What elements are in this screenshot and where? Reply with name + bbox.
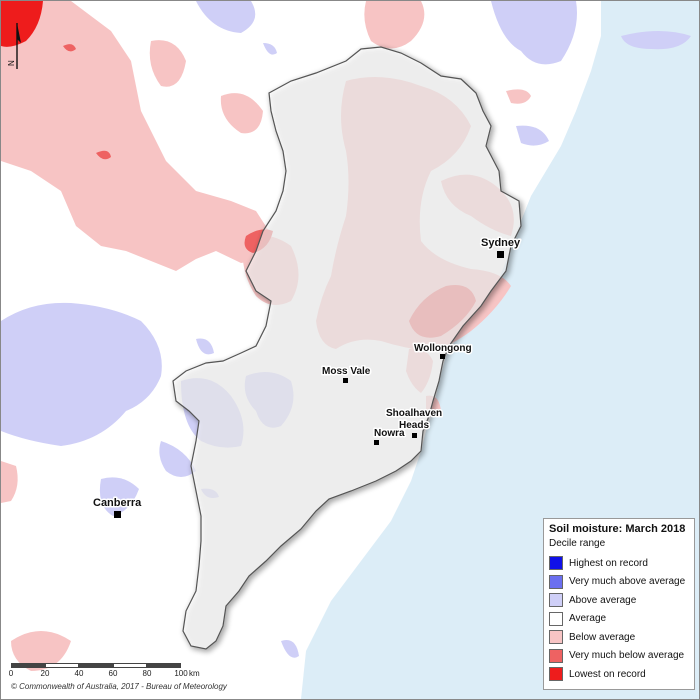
- legend-item-below: Below average: [544, 628, 694, 647]
- legend-label: Lowest on record: [569, 668, 646, 680]
- copyright-text: © Commonwealth of Australia, 2017 - Bure…: [11, 682, 227, 691]
- place-label-wollongong: Wollongong: [414, 343, 472, 354]
- legend-subtitle: Decile range: [549, 538, 606, 549]
- place-label-nowra: Nowra: [374, 428, 405, 439]
- legend-swatch: [549, 667, 563, 682]
- legend-item-very-much-above: Very much above average: [544, 573, 694, 592]
- scale-bar: 0 20 40 60 80 100 km: [9, 663, 200, 678]
- legend-item-lowest: Lowest on record: [544, 665, 694, 684]
- place-label-heads: Heads: [399, 420, 429, 431]
- scale-tick: 20: [40, 669, 50, 678]
- legend-swatch: [549, 574, 563, 589]
- svg-text:Wollongong: Wollongong: [414, 343, 472, 354]
- place-label-moss-vale: Moss Vale: [322, 366, 371, 377]
- place-label-canberra: Canberra: [93, 497, 142, 509]
- legend-label: Highest on record: [569, 557, 648, 569]
- legend-swatch: [549, 648, 563, 663]
- legend: Soil moisture: March 2018 Decile range H…: [543, 518, 695, 690]
- scale-tick: 60: [108, 669, 118, 678]
- scale-tick: 100: [174, 669, 188, 678]
- scale-unit: km: [189, 669, 200, 678]
- legend-label: Average: [569, 613, 607, 625]
- legend-label: Very much below average: [569, 650, 685, 662]
- legend-swatch: [549, 611, 563, 626]
- catchment-boundary: [172, 46, 522, 650]
- legend-item-highest: Highest on record: [544, 554, 694, 573]
- lowest-record-area: [1, 1, 43, 47]
- north-arrow: N: [7, 23, 21, 69]
- svg-text:Nowra: Nowra: [374, 428, 405, 439]
- legend-label: Very much above average: [569, 576, 686, 588]
- svg-text:Heads: Heads: [399, 420, 429, 431]
- legend-swatch: [549, 630, 563, 645]
- legend-item-very-much-below: Very much below average: [544, 647, 694, 666]
- legend-item-average: Average: [544, 610, 694, 629]
- place-label-sydney: Sydney: [481, 237, 521, 249]
- legend-label: Above average: [569, 594, 637, 606]
- legend-title: Soil moisture: March 2018: [549, 523, 686, 535]
- place-label-shoalhaven: Shoalhaven: [386, 408, 442, 419]
- legend-swatch: [549, 556, 563, 571]
- svg-text:Shoalhaven: Shoalhaven: [386, 408, 442, 419]
- place-markers: [114, 251, 504, 518]
- scale-tick: 80: [142, 669, 152, 678]
- legend-swatch: [549, 593, 563, 608]
- scale-tick: 40: [74, 669, 84, 678]
- place-labels: Sydney Sydney Wollongong Wollongong Moss…: [92, 236, 523, 511]
- svg-text:Canberra: Canberra: [93, 497, 142, 509]
- north-label: N: [7, 60, 16, 66]
- scale-tick: 0: [8, 669, 14, 678]
- svg-text:Moss Vale: Moss Vale: [322, 366, 371, 377]
- legend-label: Below average: [569, 631, 636, 643]
- north-arrow-icon: [17, 23, 21, 43]
- legend-item-above: Above average: [544, 591, 694, 610]
- svg-text:Sydney: Sydney: [481, 237, 521, 249]
